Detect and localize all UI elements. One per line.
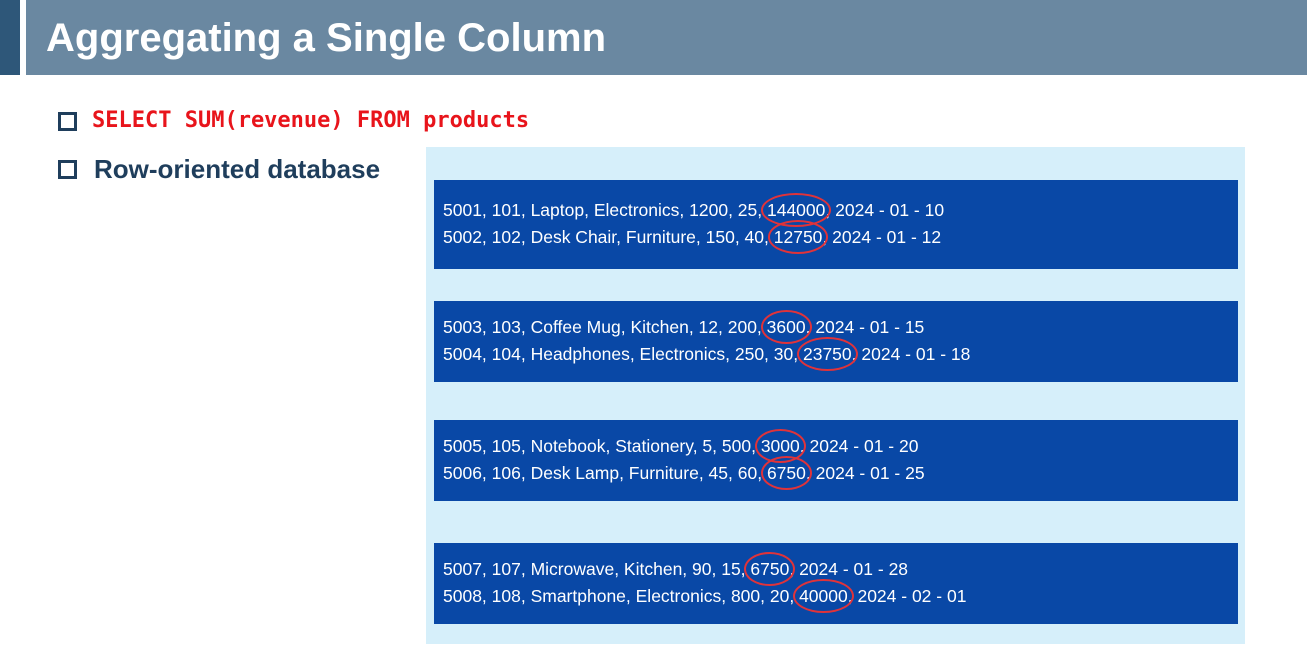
bullet-row-oriented: Row-oriented database (94, 154, 381, 184)
data-row: 5007, 107, Microwave, Kitchen, 90, 15, 6… (443, 552, 909, 586)
data-row: 5006, 106, Desk Lamp, Furniture, 45, 60,… (443, 456, 925, 490)
row-suffix: , 2024 - 02 - 01 (847, 586, 967, 606)
row-suffix: , 2024 - 01 - 25 (805, 463, 925, 483)
data-row: 5001, 101, Laptop, Electronics, 1200, 25… (443, 193, 945, 227)
data-row: 5003, 103, Coffee Mug, Kitchen, 12, 200,… (443, 310, 925, 344)
row-suffix: , 2024 - 01 - 12 (822, 227, 942, 247)
revenue-highlight: 6750 (744, 552, 796, 586)
slide-title: Aggregating a Single Column (46, 16, 607, 60)
revenue-highlight: 144000 (760, 193, 832, 227)
row-prefix: 5005, 105, Notebook, Stationery, 5, 500, (443, 436, 761, 456)
revenue-highlight: 12750 (767, 220, 829, 254)
sql-query-text: SELECT SUM(revenue) FROM products (92, 108, 530, 133)
bullet-square-icon (58, 160, 77, 179)
storage-page-block: 5007, 107, Microwave, Kitchen, 90, 15, 6… (434, 543, 1238, 624)
revenue-highlight: 6750 (760, 456, 812, 490)
row-suffix: , 2024 - 01 - 15 (805, 317, 925, 337)
title-bar-accent (0, 0, 20, 75)
revenue-highlight: 3000 (754, 429, 806, 463)
row-prefix: 5008, 108, Smartphone, Electronics, 800,… (443, 586, 800, 606)
revenue-highlight: 40000 (793, 579, 854, 613)
data-row: 5002, 102, Desk Chair, Furniture, 150, 4… (443, 220, 942, 254)
revenue-highlight: 3600 (760, 310, 812, 344)
data-row: 5004, 104, Headphones, Electronics, 250,… (443, 337, 971, 371)
data-row: 5005, 105, Notebook, Stationery, 5, 500,… (443, 429, 919, 463)
row-storage-panel: 5001, 101, Laptop, Electronics, 1200, 25… (426, 147, 1245, 644)
row-suffix: , 2024 - 01 - 28 (789, 559, 909, 579)
storage-page-block: 5005, 105, Notebook, Stationery, 5, 500,… (434, 420, 1238, 501)
row-prefix: 5003, 103, Coffee Mug, Kitchen, 12, 200, (443, 317, 767, 337)
data-row: 5008, 108, Smartphone, Electronics, 800,… (443, 579, 967, 613)
row-suffix: , 2024 - 01 - 20 (799, 436, 919, 456)
row-prefix: 5007, 107, Microwave, Kitchen, 90, 15, (443, 559, 751, 579)
storage-page-block: 5001, 101, Laptop, Electronics, 1200, 25… (434, 180, 1238, 269)
row-suffix: , 2024 - 01 - 10 (825, 200, 945, 220)
revenue-highlight: 23750 (797, 337, 858, 371)
row-suffix: , 2024 - 01 - 18 (851, 344, 971, 364)
storage-page-block: 5003, 103, Coffee Mug, Kitchen, 12, 200,… (434, 301, 1238, 382)
bullet-square-icon (58, 112, 77, 131)
row-prefix: 5001, 101, Laptop, Electronics, 1200, 25… (443, 200, 767, 220)
row-prefix: 5002, 102, Desk Chair, Furniture, 150, 4… (443, 227, 774, 247)
title-bar: Aggregating a Single Column (0, 0, 1307, 75)
title-bar-divider (20, 0, 26, 75)
row-prefix: 5004, 104, Headphones, Electronics, 250,… (443, 344, 803, 364)
row-prefix: 5006, 106, Desk Lamp, Furniture, 45, 60, (443, 463, 767, 483)
